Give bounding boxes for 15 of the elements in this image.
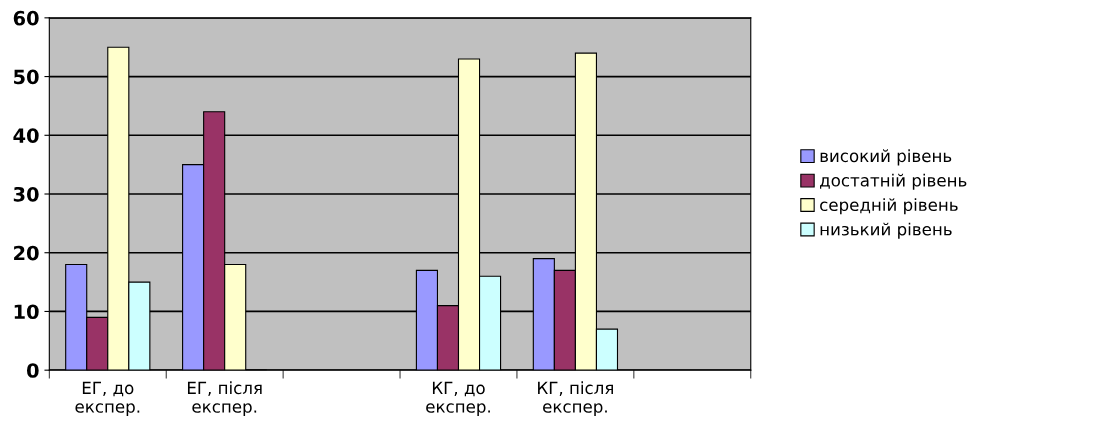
x-tick-label: КГ, до експер. (426, 381, 490, 417)
y-tick-label: 50 (14, 69, 39, 85)
y-tick-label: 60 (13, 10, 39, 26)
legend-label: середній рівень (820, 198, 958, 215)
y-tick-label: 30 (13, 186, 39, 202)
legend-label: високий рівень (820, 149, 952, 166)
x-tick-label: КГ, після експер. (538, 381, 613, 417)
y-tick-label: 0 (27, 363, 39, 378)
y-tick-label: 20 (14, 245, 39, 261)
y-tick-label: 40 (13, 128, 39, 143)
x-tick-label: ЕГ, після експер. (187, 381, 262, 417)
legend-label: достатній рівень (820, 173, 967, 190)
x-tick-label: ЕГ, до експер. (75, 381, 140, 417)
legend-label: низький рівень (820, 222, 952, 239)
y-tick-label: 10 (14, 304, 39, 320)
